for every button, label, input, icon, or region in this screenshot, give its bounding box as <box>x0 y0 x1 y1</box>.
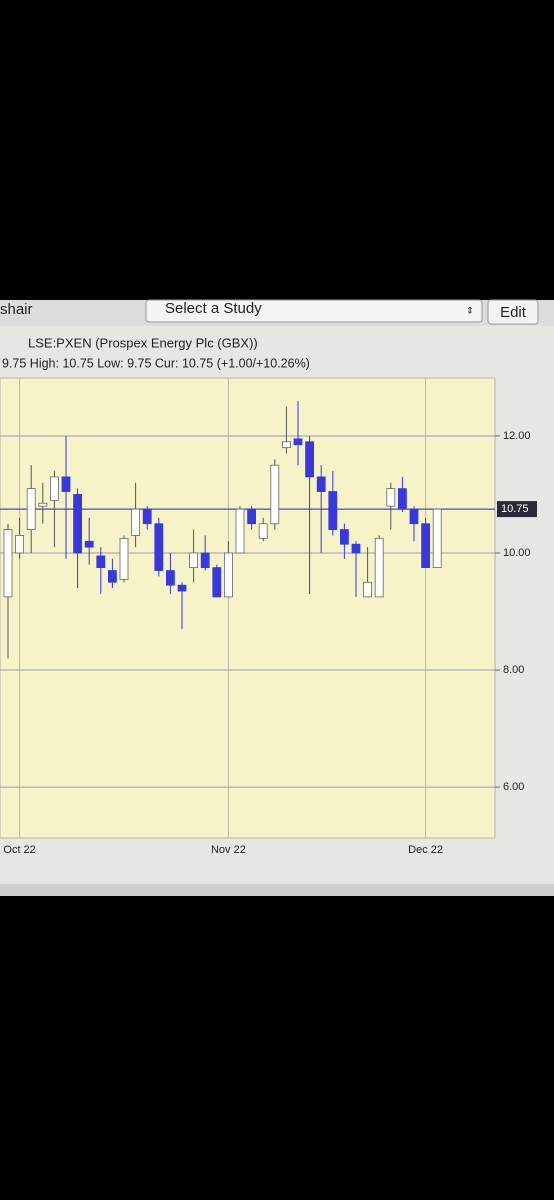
chart-subtitle: 9.75 High: 10.75 Low: 9.75 Cur: 10.75 (+… <box>2 356 310 370</box>
candle-body <box>108 570 117 583</box>
candle-body <box>73 494 82 554</box>
candle-body <box>142 508 152 525</box>
x-tick-label: Oct 22 <box>3 844 35 856</box>
candle-body <box>421 523 431 569</box>
candle-body <box>15 535 25 554</box>
y-tick-label: 12.00 <box>503 430 531 442</box>
candle-body <box>351 543 361 554</box>
edit-button[interactable] <box>487 299 539 325</box>
candle-body <box>432 508 442 569</box>
candle-body <box>305 441 315 478</box>
y-tick-label: 6.00 <box>503 781 524 793</box>
y-tick-label: 10.00 <box>503 547 531 559</box>
candle-body <box>316 476 326 492</box>
candle-body <box>270 464 280 525</box>
candle-body <box>328 491 338 530</box>
study-select-label: Select a Study <box>165 300 262 317</box>
candle-body <box>293 438 303 446</box>
candle-body <box>374 537 384 598</box>
candle-body <box>154 523 164 571</box>
y-tick-label: 8.00 <box>503 664 524 676</box>
candle-body <box>258 523 268 539</box>
select-arrows: ⇕ <box>466 305 474 315</box>
candle-body <box>200 552 210 569</box>
candle-body <box>363 581 373 598</box>
bottom-toolbar <box>0 884 554 896</box>
candle-body <box>131 508 141 536</box>
candle-body <box>223 552 233 598</box>
plot-area <box>0 377 496 839</box>
candle-body <box>26 488 36 530</box>
candle-body <box>61 476 71 492</box>
chart-title: LSE:PXEN (Prospex Energy Plc (GBX)) <box>28 335 258 350</box>
edit-button-label: Edit <box>500 304 527 321</box>
candle-body <box>177 584 187 592</box>
current-label-box <box>497 501 537 518</box>
candle-body <box>38 502 48 507</box>
candle-body <box>119 537 129 580</box>
candle-body <box>50 476 59 501</box>
current-label: 10.75 <box>501 503 529 515</box>
candle-body <box>96 555 106 569</box>
candle-body <box>386 488 396 507</box>
candle-body <box>397 488 407 510</box>
user-label: shair <box>0 301 33 318</box>
candle-body <box>189 552 199 569</box>
candle-body <box>3 529 13 598</box>
x-tick-label: Dec 22 <box>408 844 443 856</box>
candle-body <box>84 540 94 548</box>
candle-body <box>281 441 291 449</box>
candle-body <box>212 567 222 598</box>
candle-body <box>339 529 349 545</box>
candle-body <box>165 570 175 586</box>
study-select[interactable] <box>145 299 483 323</box>
candle-body <box>409 508 419 525</box>
candle-body <box>235 508 245 554</box>
candle-body <box>247 508 257 525</box>
x-tick-label: Nov 22 <box>211 844 246 856</box>
